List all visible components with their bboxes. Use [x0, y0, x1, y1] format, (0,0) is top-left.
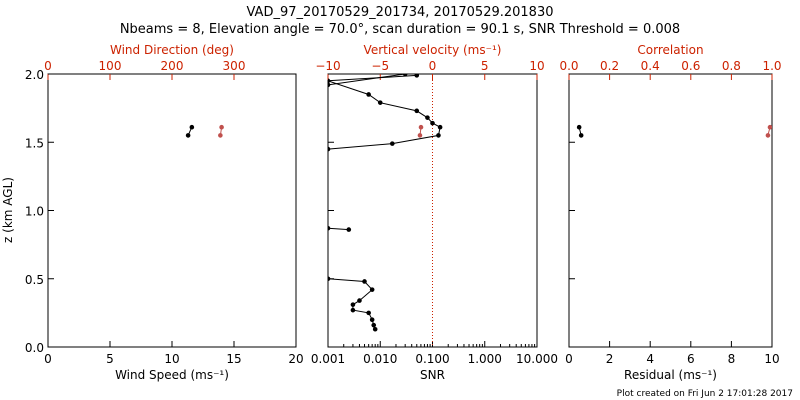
wind-x-tick-label: 0	[44, 352, 52, 366]
snr-black-data-point	[366, 92, 371, 97]
snr-x-tick-label: 10.000	[516, 352, 558, 366]
snr-red-data-point	[418, 124, 424, 130]
residual-red-data-point	[767, 124, 772, 130]
snr-black-data-point	[414, 108, 420, 114]
residual-red-data-point	[765, 133, 771, 138]
snr-x-tick-label: 0.100	[415, 352, 449, 366]
snr-black-data-point	[328, 225, 331, 231]
snr-black-data-point	[328, 78, 331, 84]
y-axis-label: z (km AGL)	[1, 177, 15, 243]
snr-black-data-point	[366, 310, 371, 316]
snr-top-tick-label: 0	[429, 59, 437, 73]
wind-x-tick-label: 20	[288, 352, 303, 366]
residual-series	[576, 124, 772, 138]
snr-black-data-point	[437, 124, 443, 130]
snr-black-data-point	[350, 307, 356, 313]
snr-black-data-point	[362, 279, 367, 284]
snr-red-data-point	[417, 133, 423, 138]
snr-black-data-point	[328, 146, 331, 152]
residual-top-tick-label: 0.0	[559, 59, 578, 73]
figure-title: VAD_97_20170529_201734, 20170529.201830	[247, 5, 554, 20]
figure-subtitle: Nbeams = 8, Elevation angle = 70.0°, sca…	[120, 22, 680, 37]
wind-series	[185, 124, 224, 138]
residual-x-tick-label: 6	[687, 352, 695, 366]
snr-top-tick-label: −10	[315, 59, 340, 73]
snr-black-series-line	[328, 74, 441, 150]
wind-black-data-point	[185, 133, 191, 138]
snr-top-tick-label: 10	[529, 59, 544, 73]
y-tick-label: 1.5	[25, 136, 44, 150]
y-tick-label: 0.5	[25, 273, 44, 287]
wind-top-axis-label: Wind Direction (deg)	[110, 43, 234, 57]
panel-snr: 0.001 0.010 0.100 1.000 10.000 −10 −5 0 5 10 SNR Ve…	[311, 43, 558, 382]
residual-x-tick-label: 0	[565, 352, 573, 366]
residual-top-tick-label: 0.4	[641, 59, 660, 73]
residual-top-tick-label: 0.8	[722, 59, 741, 73]
snr-black-data-point	[369, 317, 375, 323]
residual-plot-frame	[568, 73, 773, 348]
snr-black-data-point	[357, 298, 362, 303]
snr-top-tick-label: 5	[481, 59, 489, 73]
snr-black-data-point	[328, 82, 331, 88]
wind-x-tick-label: 15	[226, 352, 241, 366]
y-tick-label: 1.0	[25, 205, 44, 219]
wind-red-data-point	[218, 133, 223, 138]
snr-black-data-point	[389, 141, 395, 146]
snr-black-data-point	[430, 120, 435, 126]
wind-top-tick-label: 0	[44, 59, 52, 73]
snr-black-data-point	[425, 115, 430, 120]
wind-red-data-point	[219, 124, 224, 130]
residual-x-tick-label: 2	[606, 352, 614, 366]
snr-black-data-point	[346, 227, 352, 232]
snr-black-series-line	[328, 74, 406, 86]
wind-x-axis-label: Wind Speed (ms⁻¹)	[115, 368, 229, 382]
snr-black-data-point	[371, 322, 377, 328]
snr-x-axis-label: SNR	[420, 368, 445, 382]
wind-top-tick-label: 300	[223, 59, 246, 73]
wind-top-tick-label: 100	[99, 59, 122, 73]
y-tick-label: 2.0	[25, 68, 44, 82]
wind-x-tick-label: 5	[106, 352, 114, 366]
wind-plot-frame	[47, 73, 297, 348]
residual-x-tick-label: 8	[728, 352, 736, 366]
snr-black-series-line	[328, 227, 349, 231]
residual-top-axis-label: Correlation	[637, 43, 703, 57]
wind-top-tick-label: 200	[161, 59, 184, 73]
snr-black-series-line	[328, 278, 376, 330]
snr-black-data-point	[377, 100, 383, 105]
residual-black-data-point	[576, 124, 582, 130]
snr-black-data-point	[372, 326, 378, 332]
wind-black-data-point	[189, 124, 195, 130]
residual-x-axis-label: Residual (ms⁻¹)	[624, 368, 717, 382]
residual-top-tick-label: 0.2	[600, 59, 619, 73]
residual-top-tick-label: 0.6	[681, 59, 700, 73]
residual-top-tick-label: 1.0	[762, 59, 781, 73]
snr-black-data-point	[328, 276, 331, 282]
snr-plot-frame	[327, 73, 538, 348]
wind-x-tick-label: 10	[164, 352, 179, 366]
snr-x-tick-label: 0.001	[311, 352, 345, 366]
snr-black-data-point	[414, 74, 420, 78]
panel-residual: 0 2 4 6 8 10 0.0 0.2 0.4 0.6 0.8 1.0 Residual (ms⁻¹)…	[559, 43, 781, 382]
snr-black-data-point	[369, 287, 375, 292]
residual-x-tick-label: 10	[764, 352, 779, 366]
snr-black-data-point	[350, 302, 356, 307]
snr-black-data-point	[402, 74, 408, 77]
snr-series	[328, 74, 443, 332]
residual-black-data-point	[578, 133, 584, 138]
snr-black-data-point	[436, 133, 441, 138]
snr-x-tick-label: 0.010	[363, 352, 397, 366]
plot-footer: Plot created on Fri Jun 2 17:01:28 2017	[617, 389, 793, 399]
snr-top-axis-label: Vertical velocity (ms⁻¹)	[364, 43, 502, 57]
snr-top-tick-label: −5	[371, 59, 389, 73]
residual-x-tick-label: 4	[646, 352, 654, 366]
snr-x-tick-label: 1.000	[468, 352, 502, 366]
y-tick-label: 0.0	[25, 341, 44, 355]
